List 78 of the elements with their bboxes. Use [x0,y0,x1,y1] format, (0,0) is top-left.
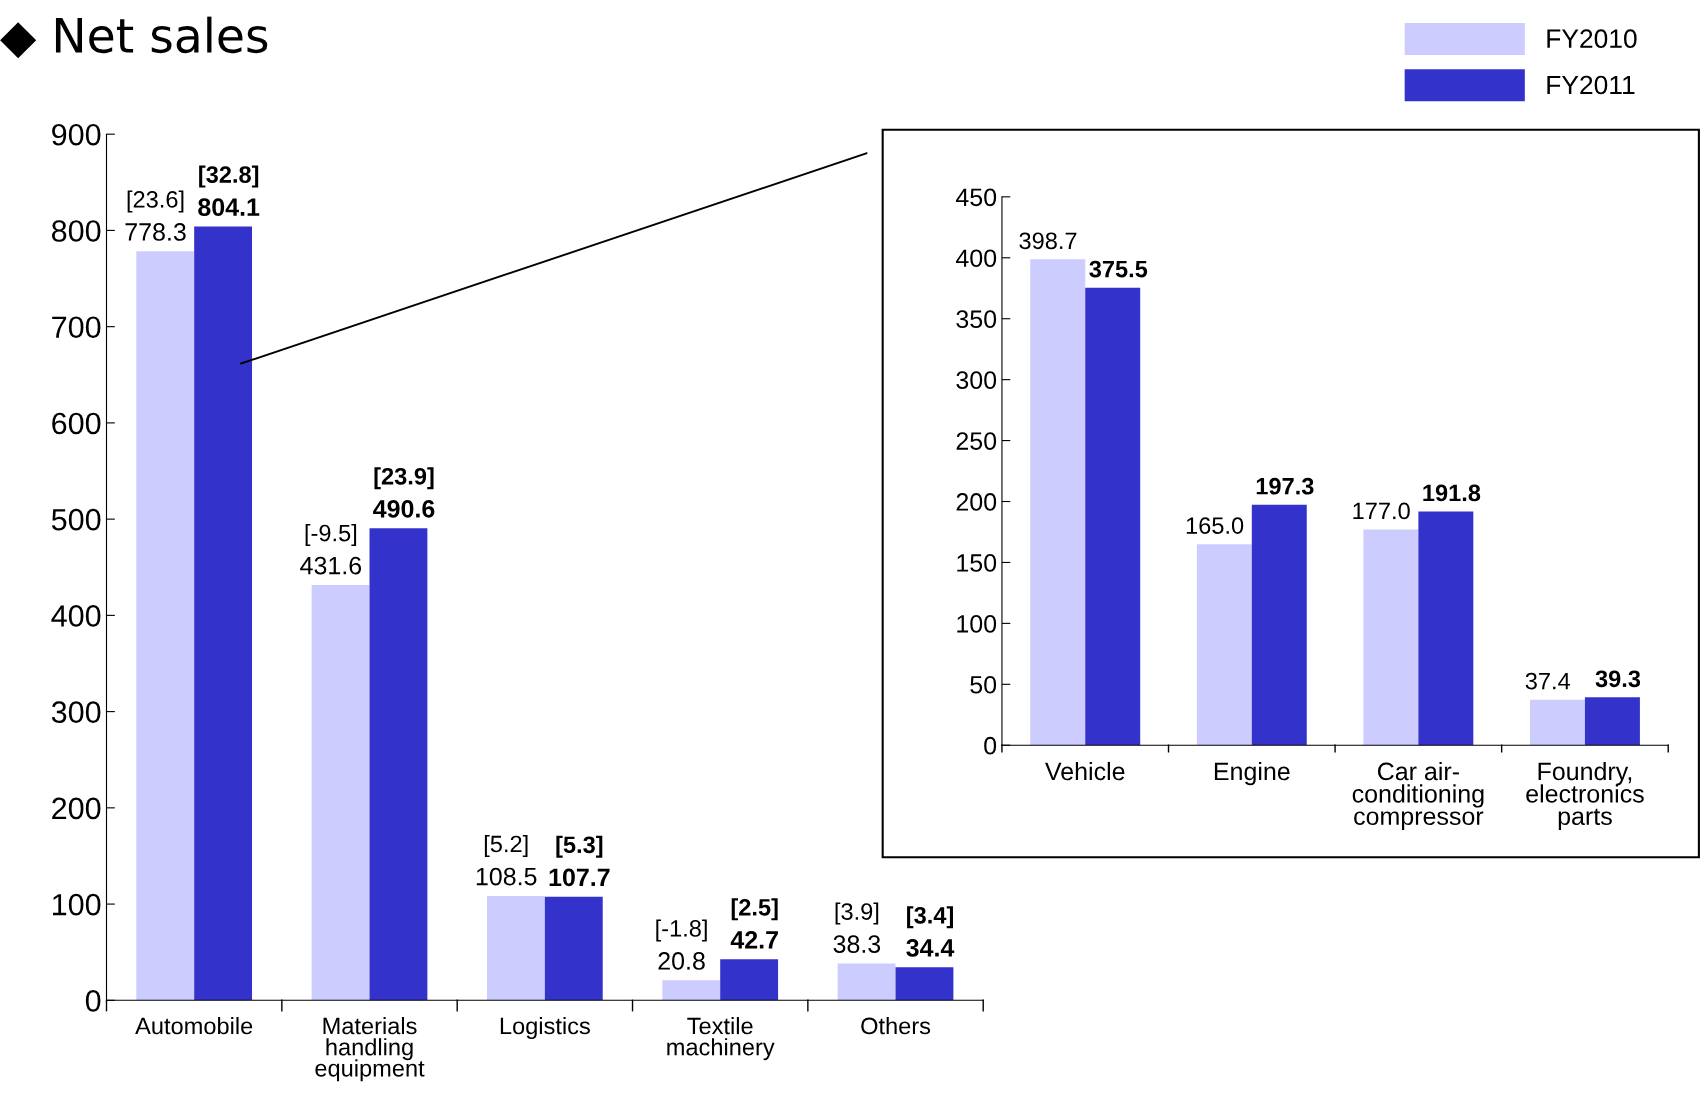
annotation: [23.6] [127,190,184,213]
y-tick-label: 0 [984,736,997,755]
bar [1085,287,1141,746]
y-tick-label: 300 [51,701,101,723]
data-label: 37.4 [1525,672,1571,690]
legend-label: FY2010 [1547,29,1637,49]
bar [720,959,779,1001]
data-label: 778.3 [125,223,186,241]
annotation: [5.3] [556,835,603,858]
y-tick-label: 150 [957,554,997,572]
y-tick-label: 800 [51,220,101,242]
x-tick-label: Others [861,1016,931,1035]
bar [1363,529,1419,746]
data-label: 108.5 [476,867,537,886]
legend-label: FY2011 [1547,75,1635,95]
y-tick-label: 700 [52,316,101,339]
data-label: 42.7 [730,931,778,949]
data-label: 38.3 [833,935,881,953]
data-label: 375.5 [1089,260,1148,278]
y-tick-label: 200 [956,493,997,511]
y-tick-label: 900 [52,123,101,146]
data-label: 398.7 [1019,232,1077,250]
annotation: [3.9] [835,902,879,925]
bar [1196,544,1252,746]
bar [1584,697,1640,746]
y-tick-label: 0 [85,990,101,1012]
bar [486,895,545,1001]
data-label: 107.7 [549,868,610,887]
bar [1529,699,1585,746]
annotation: [3.4] [907,906,953,929]
data-label: 197.3 [1256,477,1314,495]
x-tick-label: Car air- conditioning compressor [1352,761,1484,831]
data-label: 20.8 [658,952,705,970]
bar [1418,511,1474,746]
bar [311,584,370,1001]
data-label: 490.6 [373,499,435,518]
bar [1030,259,1086,746]
chart-title: ◆ Net sales [0,16,268,59]
y-tick-label: 400 [955,249,997,268]
bar [544,896,603,1001]
y-tick-label: 100 [957,614,997,633]
x-tick-label: Textile machinery [667,1016,775,1061]
annotation: [23.9] [374,467,434,490]
data-label: 804.1 [198,198,260,216]
data-label: 431.6 [300,556,362,575]
y-tick-label: 400 [51,605,101,627]
y-tick-label: 500 [51,508,101,531]
y-tick-label: 350 [956,310,997,329]
y-tick-label: 250 [956,432,997,450]
annotation: [2.5] [731,898,778,921]
y-tick-label: 200 [52,797,101,820]
bar [1251,504,1307,746]
x-tick-label: Materials handling equipment [315,1016,425,1082]
x-tick-label: Logistics [500,1016,590,1039]
data-label: 165.0 [1186,517,1244,534]
annotation: [32.8] [199,165,259,188]
bar [194,226,253,1001]
annotation: [-9.5] [305,524,357,547]
x-tick-label: Engine [1214,761,1290,786]
bar [837,963,896,1001]
y-tick-label: 450 [955,188,997,207]
y-tick-label: 600 [52,412,101,435]
bar [895,967,954,1001]
bar [369,528,428,1001]
data-label: 177.0 [1353,502,1410,520]
y-tick-label: 50 [970,675,997,694]
bar [136,251,195,1001]
x-tick-label: Automobile [135,1016,253,1035]
data-label: 191.8 [1423,484,1481,502]
data-label: 39.3 [1595,670,1641,688]
data-label: 34.4 [906,939,955,957]
annotation: [5.2] [484,835,528,858]
y-tick-label: 100 [52,893,101,916]
annotation: [-1.8] [656,919,707,942]
bar [662,980,721,1001]
x-tick-label: Foundry, electronics parts [1526,761,1644,831]
y-tick-label: 300 [956,371,997,389]
x-tick-label: Vehicle [1045,761,1125,781]
